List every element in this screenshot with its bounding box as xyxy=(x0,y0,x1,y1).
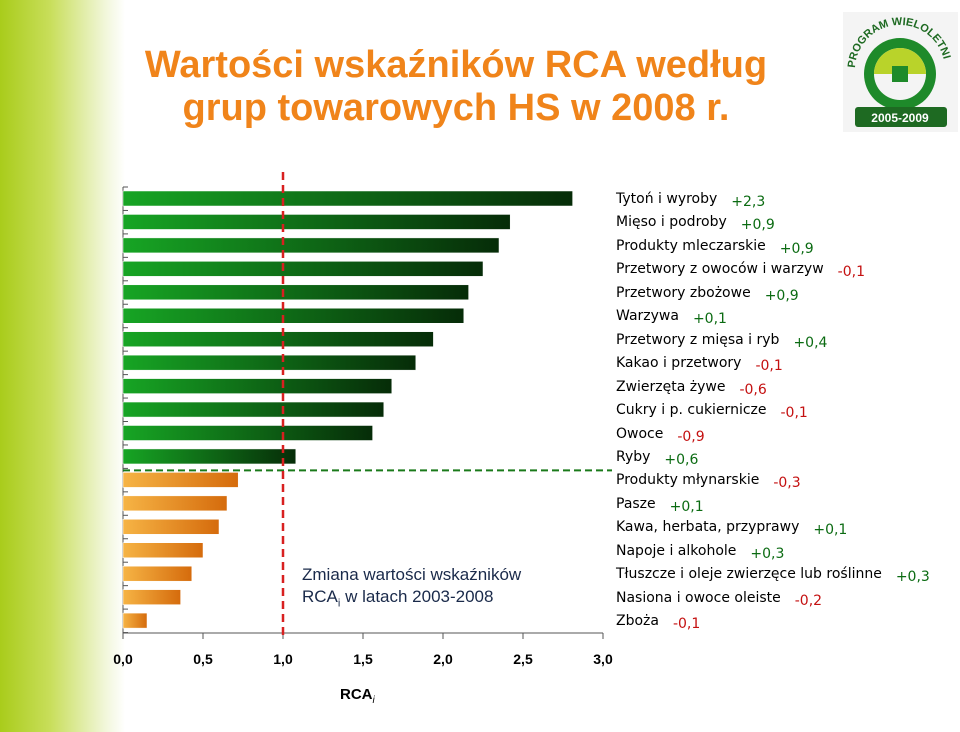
category-label: Tytoń i wyroby xyxy=(616,191,718,207)
x-axis-label-text: RCA xyxy=(340,686,373,703)
bar-19 xyxy=(122,612,148,629)
x-tick-label: 3,0 xyxy=(593,651,613,667)
rca-change-annotation: Zmiana wartości wskaźników RCAi w latach… xyxy=(302,564,521,614)
category-label: Tłuszcze i oleje zwierzęce lub roślinne xyxy=(616,566,882,583)
rca-change-value: +2,3 xyxy=(731,194,766,210)
category-label: Przetwory z mięsa i ryb xyxy=(616,331,780,348)
bar-14 xyxy=(122,495,228,512)
rca-change-value: +0,1 xyxy=(813,522,848,539)
category-label: Kawa, herbata, przyprawy xyxy=(616,519,800,536)
rca-change-value: -0,1 xyxy=(837,264,865,281)
category-label: Napoje i alkohole xyxy=(616,542,737,559)
title-line-2: grup towarowych HS w 2008 r. xyxy=(182,87,730,129)
x-tick-label: 1,5 xyxy=(353,651,373,667)
x-tick-label: 0,0 xyxy=(113,651,133,667)
rca-change-value: +0,9 xyxy=(779,240,814,257)
bar-18 xyxy=(122,589,181,605)
bar-2 xyxy=(122,214,511,230)
rca-change-value: +0,3 xyxy=(750,545,785,562)
category-label: Nasiona i owoce oleiste xyxy=(616,589,781,606)
bar-8 xyxy=(122,354,417,371)
category-label: Przetwory zbożowe xyxy=(616,284,751,301)
category-label: Pasze xyxy=(616,495,656,512)
rca-change-value: -0,3 xyxy=(773,475,801,492)
bar-16 xyxy=(122,542,204,558)
bar-6 xyxy=(122,308,465,324)
rca-change-value: +0,1 xyxy=(692,311,727,328)
x-tick-label: 0,5 xyxy=(193,651,213,667)
annotation-rca-subscript: i xyxy=(337,597,341,610)
x-axis-label-subscript: i xyxy=(372,695,375,706)
bar-5 xyxy=(122,284,469,301)
x-axis-label: RCAi xyxy=(340,686,375,706)
category-label: Warzywa xyxy=(616,308,679,325)
logo-years-text: 2005-2009 xyxy=(871,111,929,125)
category-label: Kakao i przetwory xyxy=(616,355,742,372)
annotation-line-1: Zmiana wartości wskaźników xyxy=(302,565,522,584)
rca-change-value: -0,1 xyxy=(780,405,808,422)
program-logo: PROGRAM WIELOLETNI 2005-2009 xyxy=(843,12,958,132)
category-label: Owoce xyxy=(616,425,664,442)
annotation-rca: RCA xyxy=(302,587,338,606)
category-label: Produkty mleczarskie xyxy=(616,237,766,254)
bar-7 xyxy=(122,331,434,347)
rca-change-value: +0,4 xyxy=(793,334,828,351)
bar-12 xyxy=(122,448,297,465)
category-label: Produkty młynarskie xyxy=(616,472,760,489)
title-line-1: Wartości wskaźników RCA według xyxy=(144,44,768,86)
bar-9 xyxy=(122,378,393,394)
x-tick-label: 2,0 xyxy=(433,651,453,667)
bar-10 xyxy=(122,401,385,418)
rca-change-value: +0,9 xyxy=(764,287,799,304)
category-label: Ryby xyxy=(616,448,651,465)
rca-change-value: -0,2 xyxy=(794,592,823,609)
rca-change-value: +0,3 xyxy=(895,569,930,586)
rca-change-value: +0,6 xyxy=(664,451,699,468)
rca-change-value: +0,9 xyxy=(740,217,775,234)
rca-change-value: -0,9 xyxy=(677,428,705,445)
category-label: Zboża xyxy=(616,613,659,630)
annotation-years: w latach 2003-2008 xyxy=(340,587,494,606)
rca-change-value: -0,6 xyxy=(739,381,767,398)
rca-change-value: -0,1 xyxy=(672,616,701,633)
category-label: Cukry i p. cukiernicze xyxy=(616,402,767,419)
category-label: Mięso i podroby xyxy=(616,214,727,231)
bar-15 xyxy=(122,519,220,535)
page-title: Wartości wskaźników RCA według grup towa… xyxy=(136,44,776,130)
bar-17 xyxy=(122,565,193,582)
annotation-line-2: RCAi w latach 2003-2008 xyxy=(302,586,521,614)
x-tick-label: 1,0 xyxy=(273,651,293,667)
rca-change-value: -0,1 xyxy=(755,358,783,375)
bar-1 xyxy=(122,190,573,207)
category-label: Przetwory z owoców i warzyw xyxy=(616,261,824,278)
rca-change-value: +0,1 xyxy=(669,498,704,515)
bar-11 xyxy=(122,425,373,441)
decorative-gradient-band xyxy=(0,0,125,732)
x-tick-label: 2,5 xyxy=(513,651,533,667)
bar-4 xyxy=(122,261,484,277)
category-label: Zwierzęta żywe xyxy=(616,378,726,395)
bar-3 xyxy=(122,237,500,254)
bar-13 xyxy=(122,472,239,488)
